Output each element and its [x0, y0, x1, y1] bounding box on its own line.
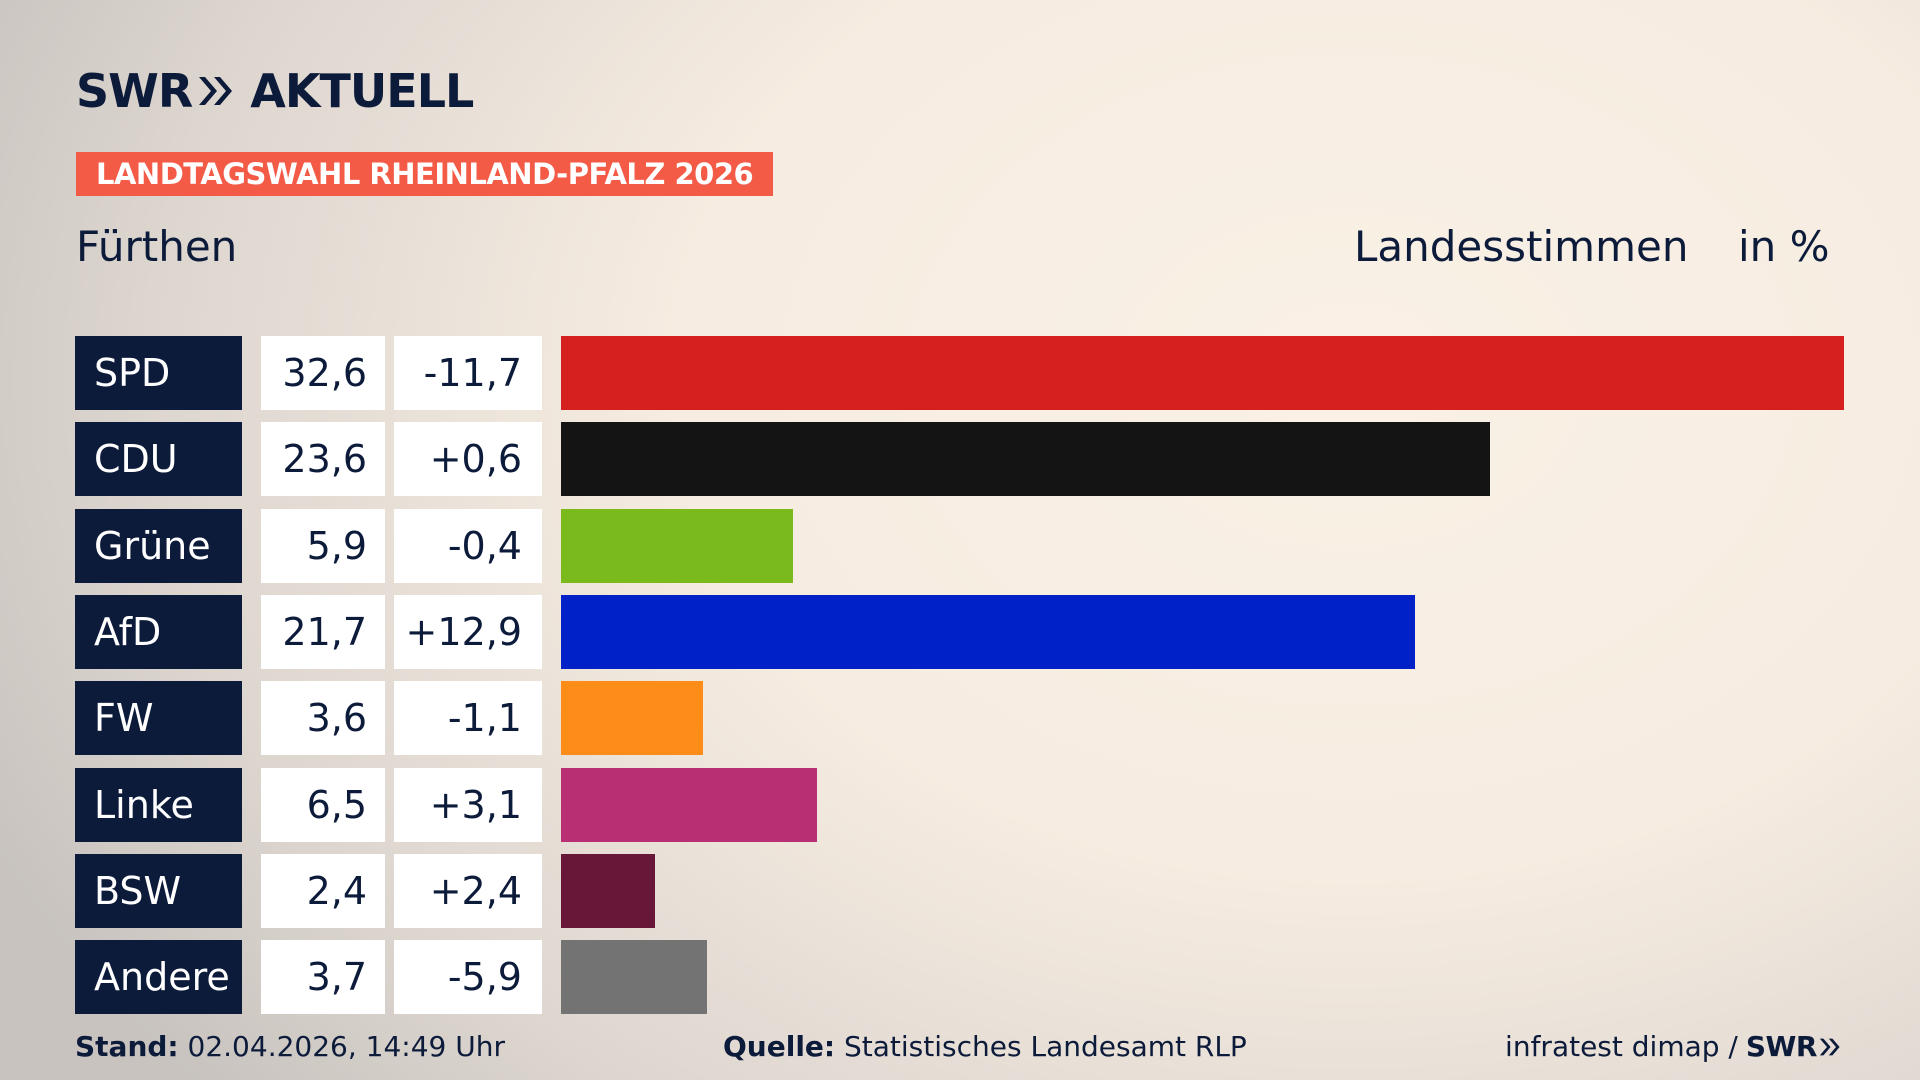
- stand-value: 02.04.2026, 14:49 Uhr: [187, 1030, 505, 1063]
- vote-share-value: 21,7: [261, 594, 385, 669]
- vote-share-value: 23,6: [261, 422, 385, 497]
- vote-share-bar: [561, 594, 1416, 669]
- source-value: Statistisches Landesamt RLP: [844, 1030, 1247, 1063]
- location-title: Fürthen: [76, 222, 238, 271]
- party-label: SPD: [75, 336, 242, 410]
- vote-share-bar: [561, 767, 817, 842]
- vote-share-change: -11,7: [394, 336, 542, 410]
- unit-label: in %: [1738, 222, 1830, 271]
- vote-share-bar: [561, 681, 703, 756]
- logo-swr-text: SWR: [76, 64, 193, 118]
- source-info: Quelle: Statistisches Landesamt RLP: [723, 1030, 1247, 1063]
- swr-aktuell-logo: SWR AKTUELL: [76, 64, 474, 118]
- party-label: AfD: [75, 594, 242, 669]
- vote-share-value: 6,5: [261, 767, 385, 842]
- credit-swr-text: SWR: [1745, 1030, 1818, 1063]
- credit-info: infratest dimap / SWR: [1505, 1030, 1842, 1063]
- election-kicker: LANDTAGSWAHL RHEINLAND-PFALZ 2026: [76, 152, 774, 196]
- party-label: Grüne: [75, 508, 242, 583]
- party-label: FW: [75, 681, 242, 756]
- double-chevron-icon: [199, 77, 233, 105]
- vote-share-change: +3,1: [394, 767, 542, 842]
- vote-share-bar: [561, 422, 1490, 497]
- vote-share-bar: [561, 508, 794, 583]
- vote-share-change: -0,4: [394, 508, 542, 583]
- party-label: CDU: [75, 422, 242, 497]
- party-label: Linke: [75, 767, 242, 842]
- vote-share-change: +0,6: [394, 422, 542, 497]
- stand-label: Stand:: [75, 1030, 179, 1063]
- vote-share-change: +2,4: [394, 853, 542, 928]
- vote-share-value: 3,6: [261, 681, 385, 756]
- vote-share-bar: [561, 940, 707, 1015]
- vote-share-bar: [561, 853, 656, 928]
- party-label: Andere: [75, 940, 242, 1015]
- credit-text: infratest dimap /: [1505, 1030, 1738, 1063]
- vote-share-value: 3,7: [261, 940, 385, 1015]
- double-chevron-icon: [1819, 1038, 1840, 1055]
- stand-info: Stand: 02.04.2026, 14:49 Uhr: [75, 1030, 505, 1063]
- vote-share-change: -5,9: [394, 940, 542, 1015]
- credit-swr-logo: SWR: [1746, 1030, 1842, 1063]
- vote-share-value: 2,4: [261, 853, 385, 928]
- measure-label: Landesstimmen: [1354, 222, 1689, 271]
- party-label: BSW: [75, 853, 242, 928]
- vote-share-value: 32,6: [261, 336, 385, 410]
- vote-share-bar: [561, 336, 1844, 410]
- vote-share-value: 5,9: [261, 508, 385, 583]
- logo-aktuell-text: AKTUELL: [250, 64, 474, 118]
- vote-share-change: +12,9: [394, 594, 542, 669]
- source-label: Quelle:: [723, 1030, 836, 1063]
- vote-share-change: -1,1: [394, 681, 542, 756]
